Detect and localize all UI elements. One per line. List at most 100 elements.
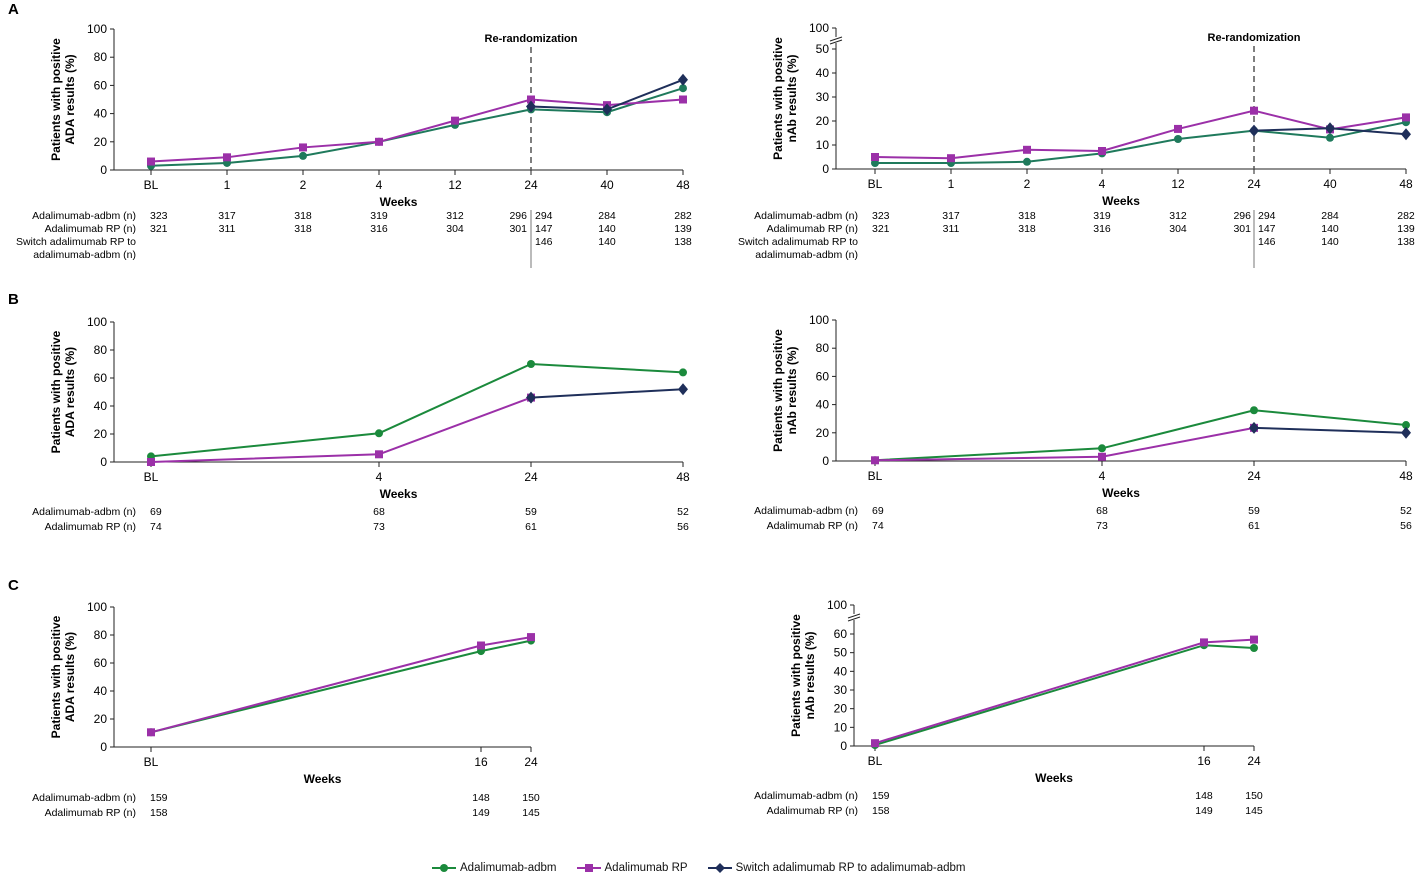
x-tick-label: 24 (1247, 469, 1261, 483)
y-tick-label: 40 (834, 664, 848, 678)
data-point-rp (947, 154, 955, 163)
x-tick-label: 48 (1399, 469, 1413, 483)
data-point-rp (147, 728, 155, 737)
x-tick-label: 4 (376, 470, 383, 484)
y-tick-label: 80 (816, 341, 830, 355)
series-line-adbm (874, 409, 1407, 462)
n-table-cell: 56 (677, 521, 689, 533)
x-tick-label: 2 (1024, 177, 1031, 191)
n-table-cell: 284 (598, 210, 616, 222)
n-table-cell: 56 (1400, 520, 1412, 532)
n-table-cell: 304 (1169, 223, 1187, 235)
panel-label: A (8, 1, 19, 18)
n-table-cell: 311 (219, 223, 236, 235)
n-table-cell: 68 (1096, 505, 1108, 517)
data-point-rp (147, 458, 155, 466)
data-point-rp (871, 153, 879, 161)
y-tick-label: 60 (94, 656, 108, 670)
data-point-rp (451, 116, 459, 125)
x-tick-label: 24 (1247, 754, 1261, 768)
x-tick-label: 48 (1399, 177, 1413, 191)
data-point-rp (1250, 106, 1258, 115)
x-axis-title: Weeks (1035, 771, 1073, 785)
n-table-cell: 139 (1397, 223, 1415, 235)
y-tick-label: 40 (816, 66, 830, 80)
n-table-cell: 311 (943, 223, 960, 235)
n-table-cell: 321 (150, 223, 168, 235)
legend-item-adbm: Adalimumab-adbm (432, 862, 557, 874)
x-tick-label: 2 (300, 178, 307, 192)
series-line-adbm (875, 121, 1407, 164)
data-point-rp (299, 143, 307, 152)
data-point-rp (1200, 638, 1208, 647)
n-table-cell: 159 (150, 792, 168, 804)
n-table-cell: 316 (1093, 223, 1111, 235)
n-table-cell: 140 (598, 223, 616, 235)
x-axis-title: Weeks (380, 487, 418, 501)
y-tick-label: 40 (94, 684, 108, 698)
y-tick-label: 100 (809, 21, 829, 35)
data-point-rp (871, 456, 879, 465)
y-tick-label: 10 (816, 138, 830, 152)
x-tick-label: 40 (600, 178, 614, 192)
x-tick-label: BL (868, 177, 883, 191)
series-line-rp (150, 396, 532, 463)
data-point-rp (527, 633, 535, 642)
n-table-row-label: Switch adalimumab RP to (16, 236, 136, 248)
n-table-cell: 139 (674, 223, 692, 235)
n-table-cell: 69 (150, 506, 162, 518)
data-point-rp (1098, 147, 1106, 155)
data-point-adbm (1023, 157, 1031, 166)
data-point-rp (679, 95, 687, 104)
axis-break-mark (847, 616, 861, 622)
series-line-rp (874, 109, 1407, 160)
panel-label: B (8, 291, 19, 308)
data-point-rp (147, 157, 155, 166)
legend-item-rp: Adalimumab RP (576, 862, 688, 874)
y-tick-label: 30 (816, 90, 830, 104)
y-tick-label: 0 (100, 455, 107, 469)
square-marker-icon (576, 864, 601, 872)
n-table-cell: 296 (1233, 210, 1251, 222)
data-point-rp (1174, 124, 1182, 133)
data-point-adbm (375, 429, 383, 438)
n-table-row-label: Switch adalimumab RP to (738, 236, 858, 248)
n-table-cell: 52 (1400, 505, 1412, 517)
y-tick-label: 40 (94, 107, 108, 121)
n-table-cell: 282 (674, 210, 692, 222)
y-tick-label: 20 (816, 114, 830, 128)
n-table-cell: 319 (1093, 210, 1111, 222)
axis-break-mark (847, 613, 861, 619)
n-table-cell: 68 (373, 506, 385, 518)
data-point-rp (375, 137, 383, 146)
y-axis-title: ADA results (%) (63, 54, 77, 144)
n-table-cell: 323 (150, 210, 168, 222)
y-tick-label: 20 (816, 426, 830, 440)
n-table-cell: 140 (1321, 223, 1339, 235)
n-table-cell: 301 (509, 223, 527, 235)
data-point-adbm (1098, 444, 1106, 453)
data-point-adbm (1250, 406, 1258, 415)
n-table-cell: 59 (525, 506, 537, 518)
n-table-cell: 323 (872, 210, 890, 222)
n-table-cell: 296 (509, 210, 527, 222)
y-axis-title: ADA results (%) (63, 347, 77, 437)
y-tick-label: 50 (834, 646, 848, 660)
circle-marker-icon (432, 864, 456, 872)
y-tick-label: 40 (94, 399, 108, 413)
x-tick-label: 4 (1099, 469, 1106, 483)
y-tick-label: 20 (94, 427, 108, 441)
series-line-adbm (150, 639, 532, 734)
re-randomization-label: Re-randomization (1208, 32, 1301, 44)
data-point-rp (1250, 635, 1258, 644)
data-point-adbm (679, 368, 687, 377)
n-table-cell: 61 (1248, 520, 1260, 532)
y-tick-label: 0 (822, 454, 829, 468)
panel-label: C (8, 577, 19, 594)
y-axis-title: nAb results (%) (785, 54, 799, 142)
n-table-cell: 318 (294, 223, 312, 235)
n-table-cell: 52 (677, 506, 689, 518)
y-tick-label: 80 (94, 50, 108, 64)
y-tick-label: 60 (816, 369, 830, 383)
data-point-switch (526, 391, 536, 404)
